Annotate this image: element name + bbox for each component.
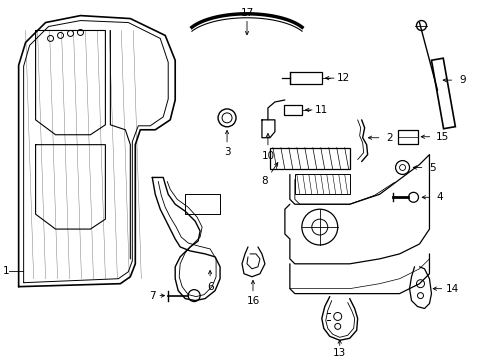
- Bar: [269, 148, 349, 170]
- Text: 2: 2: [386, 133, 392, 143]
- Bar: [284, 105, 301, 115]
- Text: 6: 6: [206, 282, 213, 292]
- Text: 5: 5: [428, 162, 435, 172]
- Text: 12: 12: [336, 73, 349, 83]
- Text: 10: 10: [261, 150, 274, 161]
- Bar: [294, 175, 349, 194]
- Text: 14: 14: [445, 284, 458, 294]
- Text: 3: 3: [224, 147, 230, 157]
- Bar: [289, 72, 321, 84]
- Text: 13: 13: [332, 348, 346, 358]
- Text: 9: 9: [458, 75, 465, 85]
- Text: 11: 11: [314, 105, 328, 115]
- Text: 4: 4: [435, 192, 442, 202]
- Text: 1: 1: [2, 266, 9, 276]
- Text: 15: 15: [435, 132, 448, 142]
- Text: 16: 16: [246, 296, 259, 306]
- Bar: [430, 58, 454, 129]
- Text: 7: 7: [149, 291, 155, 301]
- Bar: [397, 130, 417, 144]
- Text: 8: 8: [261, 176, 268, 186]
- Text: 17: 17: [240, 8, 253, 18]
